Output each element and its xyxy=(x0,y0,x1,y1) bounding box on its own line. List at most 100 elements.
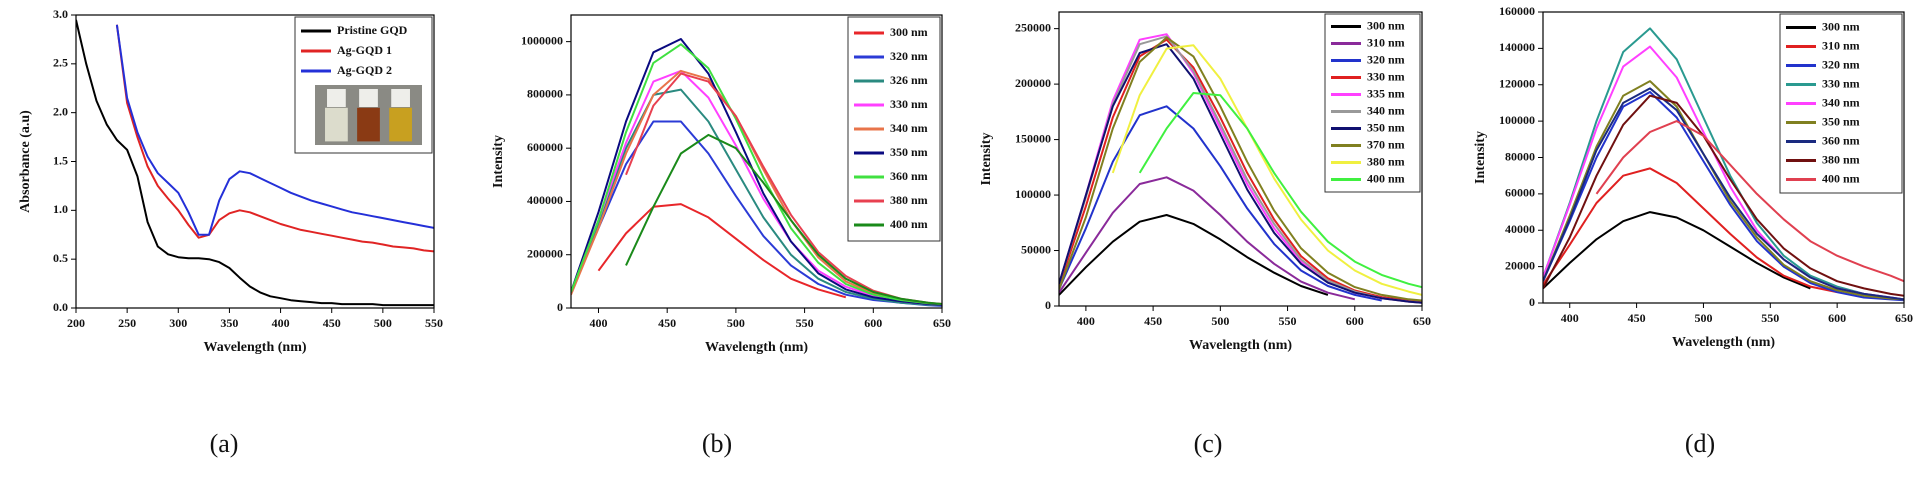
plot-frame xyxy=(570,14,943,309)
plot-frame xyxy=(75,14,435,309)
x-tick-label: 500 xyxy=(1211,314,1229,328)
y-tick-label: 1.0 xyxy=(53,202,68,216)
y-tick-label: 0 xyxy=(557,300,563,314)
y-tick-label: 0.5 xyxy=(53,251,68,265)
legend-label: 380 nm xyxy=(1367,154,1405,168)
x-tick-label: 400 xyxy=(589,316,607,330)
x-tick-label: 550 xyxy=(425,316,443,330)
y-tick-label: 0.0 xyxy=(53,300,68,314)
legend-label: 380 nm xyxy=(890,193,928,207)
legend-label: 360 nm xyxy=(1822,133,1860,147)
panel: 400 450 500 550 600 650 0 200000 400000 600000 800… xyxy=(491,14,951,458)
x-tick-label: 550 xyxy=(1279,314,1297,328)
y-tick-label: 160000 xyxy=(1499,4,1535,18)
y-tick-label: 50000 xyxy=(1021,242,1051,256)
legend-label: 340 nm xyxy=(890,121,928,135)
plot-area xyxy=(76,19,434,307)
x-tick-label: 500 xyxy=(374,316,392,330)
x-tick-label: 350 xyxy=(220,316,238,330)
panel: 200 250 300 350 400 450 500 550 0.0 0.5 1.0 1.5 2.0 2… xyxy=(18,7,443,458)
x-axis-label: Wavelength (nm) xyxy=(1672,335,1775,350)
legend-label: 350 nm xyxy=(890,145,928,159)
series-line xyxy=(597,203,847,299)
series-line xyxy=(76,19,434,307)
y-axis-label: Intensity xyxy=(979,133,994,186)
y-tick-label: 200000 xyxy=(527,246,563,260)
series-line xyxy=(1059,36,1422,302)
x-tick-label: 450 xyxy=(658,316,676,330)
series-line xyxy=(1059,43,1422,304)
y-axis-label: Absorbance (a.u) xyxy=(18,110,33,213)
legend-label: 370 nm xyxy=(1367,137,1405,151)
x-tick-label: 250 xyxy=(118,316,136,330)
x-axis-label: Wavelength (nm) xyxy=(203,340,306,355)
y-tick-label: 250000 xyxy=(1015,20,1051,34)
legend-label: Pristine GQD xyxy=(337,23,408,37)
y-tick-label: 120000 xyxy=(1499,77,1535,91)
plot-frame xyxy=(1058,11,1423,307)
vial xyxy=(389,107,412,142)
legend-label: 300 nm xyxy=(1822,19,1860,33)
x-tick-label: 500 xyxy=(727,316,745,330)
panel-caption: (b) xyxy=(702,429,732,458)
legend-label: 310 nm xyxy=(1367,35,1405,49)
x-tick-label: 200 xyxy=(67,316,85,330)
x-tick-label: 650 xyxy=(1895,311,1913,325)
y-axis-label: Intensity xyxy=(491,135,506,188)
plot-area xyxy=(571,38,942,307)
series-line xyxy=(1059,105,1382,302)
plot-frame xyxy=(1542,11,1905,304)
legend-label: 400 nm xyxy=(890,217,928,231)
x-tick-label: 500 xyxy=(1694,311,1712,325)
legend-label: 310 nm xyxy=(1822,38,1860,52)
plot-area xyxy=(1543,27,1904,302)
series-line xyxy=(1543,211,1811,290)
y-tick-label: 2.0 xyxy=(53,104,68,118)
series-line xyxy=(571,38,942,306)
legend-label: 350 nm xyxy=(1822,114,1860,128)
x-tick-label: 600 xyxy=(864,316,882,330)
x-tick-label: 400 xyxy=(1561,311,1579,325)
y-tick-label: 600000 xyxy=(527,140,563,154)
series-line xyxy=(571,43,942,305)
vial-cap xyxy=(327,89,346,107)
x-tick-label: 600 xyxy=(1346,314,1364,328)
x-axis-label: Wavelength (nm) xyxy=(705,340,808,355)
y-tick-label: 1.5 xyxy=(53,153,68,167)
legend-label: 340 nm xyxy=(1367,103,1405,117)
x-tick-label: 450 xyxy=(1628,311,1646,325)
series-line xyxy=(1059,214,1329,296)
x-tick-label: 550 xyxy=(1761,311,1779,325)
series-line xyxy=(1543,167,1838,294)
series-line xyxy=(115,24,434,236)
y-tick-label: 80000 xyxy=(1505,149,1535,163)
series-line xyxy=(115,24,434,253)
y-tick-label: 150000 xyxy=(1015,131,1051,145)
vial-cap xyxy=(391,89,410,107)
y-tick-label: 0 xyxy=(1045,298,1051,312)
legend-label: 300 nm xyxy=(890,25,928,39)
y-tick-label: 140000 xyxy=(1499,40,1535,54)
x-tick-label: 650 xyxy=(933,316,951,330)
series-line xyxy=(1059,38,1422,303)
panel-caption: (c) xyxy=(1194,429,1223,458)
x-tick-label: 450 xyxy=(1144,314,1162,328)
series-line xyxy=(1138,92,1422,289)
legend-label: 330 nm xyxy=(890,97,928,111)
legend-label: 380 nm xyxy=(1822,152,1860,166)
legend-label: Ag-GQD 2 xyxy=(337,63,392,77)
legend-label: 400 nm xyxy=(1367,171,1405,185)
x-tick-label: 450 xyxy=(323,316,341,330)
y-axis-label: Intensity xyxy=(1473,131,1488,184)
legend-label: 400 nm xyxy=(1822,171,1860,185)
legend-label: 320 nm xyxy=(1367,52,1405,66)
x-tick-label: 400 xyxy=(272,316,290,330)
y-tick-label: 200000 xyxy=(1015,76,1051,90)
legend-label: 335 nm xyxy=(1367,86,1405,100)
legend-label: 300 nm xyxy=(1367,18,1405,32)
series-line xyxy=(1111,44,1422,296)
x-tick-label: 650 xyxy=(1413,314,1431,328)
y-tick-label: 2.5 xyxy=(53,56,68,70)
y-tick-label: 40000 xyxy=(1505,222,1535,236)
